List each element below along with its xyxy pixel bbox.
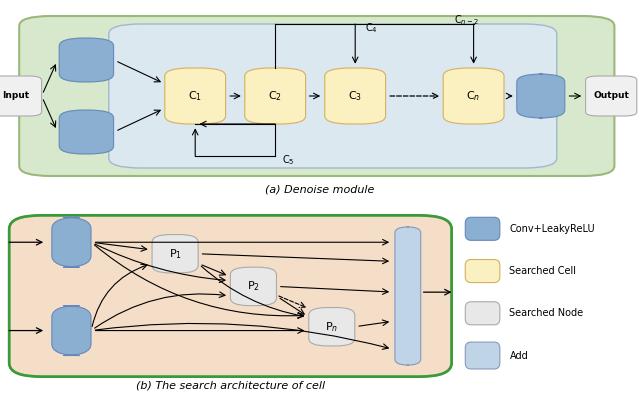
FancyBboxPatch shape [465, 302, 500, 325]
Text: (b) The search architecture of cell: (b) The search architecture of cell [136, 380, 325, 390]
FancyBboxPatch shape [465, 217, 500, 240]
FancyBboxPatch shape [517, 74, 564, 118]
Text: C$_1$: C$_1$ [188, 89, 202, 103]
FancyBboxPatch shape [308, 308, 355, 346]
FancyBboxPatch shape [586, 76, 637, 116]
Text: Input: Input [3, 92, 29, 100]
FancyBboxPatch shape [443, 68, 504, 124]
FancyBboxPatch shape [19, 16, 614, 176]
FancyBboxPatch shape [325, 68, 385, 124]
FancyBboxPatch shape [9, 215, 452, 377]
FancyBboxPatch shape [52, 306, 91, 356]
FancyBboxPatch shape [60, 38, 114, 82]
Text: C$_5$: C$_5$ [282, 153, 294, 167]
FancyBboxPatch shape [230, 267, 276, 306]
Text: C$_{n-2}$: C$_{n-2}$ [454, 13, 479, 27]
Text: Searched Cell: Searched Cell [509, 266, 577, 276]
FancyBboxPatch shape [245, 68, 306, 124]
FancyBboxPatch shape [395, 227, 420, 365]
FancyBboxPatch shape [152, 234, 198, 273]
FancyBboxPatch shape [52, 217, 91, 267]
Text: Conv+LeakyReLU: Conv+LeakyReLU [509, 224, 595, 234]
Text: C$_3$: C$_3$ [348, 89, 362, 103]
Text: C$_n$: C$_n$ [467, 89, 481, 103]
FancyBboxPatch shape [60, 110, 114, 154]
Text: P$_2$: P$_2$ [247, 280, 260, 293]
Text: Add: Add [509, 350, 528, 360]
FancyBboxPatch shape [465, 342, 500, 369]
FancyBboxPatch shape [0, 76, 42, 116]
Text: Searched Node: Searched Node [509, 308, 584, 318]
Text: P$_1$: P$_1$ [168, 247, 182, 261]
Text: C$_4$: C$_4$ [365, 21, 378, 35]
Text: (a) Denoise module: (a) Denoise module [266, 185, 374, 195]
Text: Output: Output [593, 92, 629, 100]
FancyBboxPatch shape [465, 260, 500, 282]
Text: P$_n$: P$_n$ [325, 320, 339, 334]
FancyBboxPatch shape [165, 68, 226, 124]
Text: C$_2$: C$_2$ [268, 89, 282, 103]
FancyBboxPatch shape [109, 24, 557, 168]
